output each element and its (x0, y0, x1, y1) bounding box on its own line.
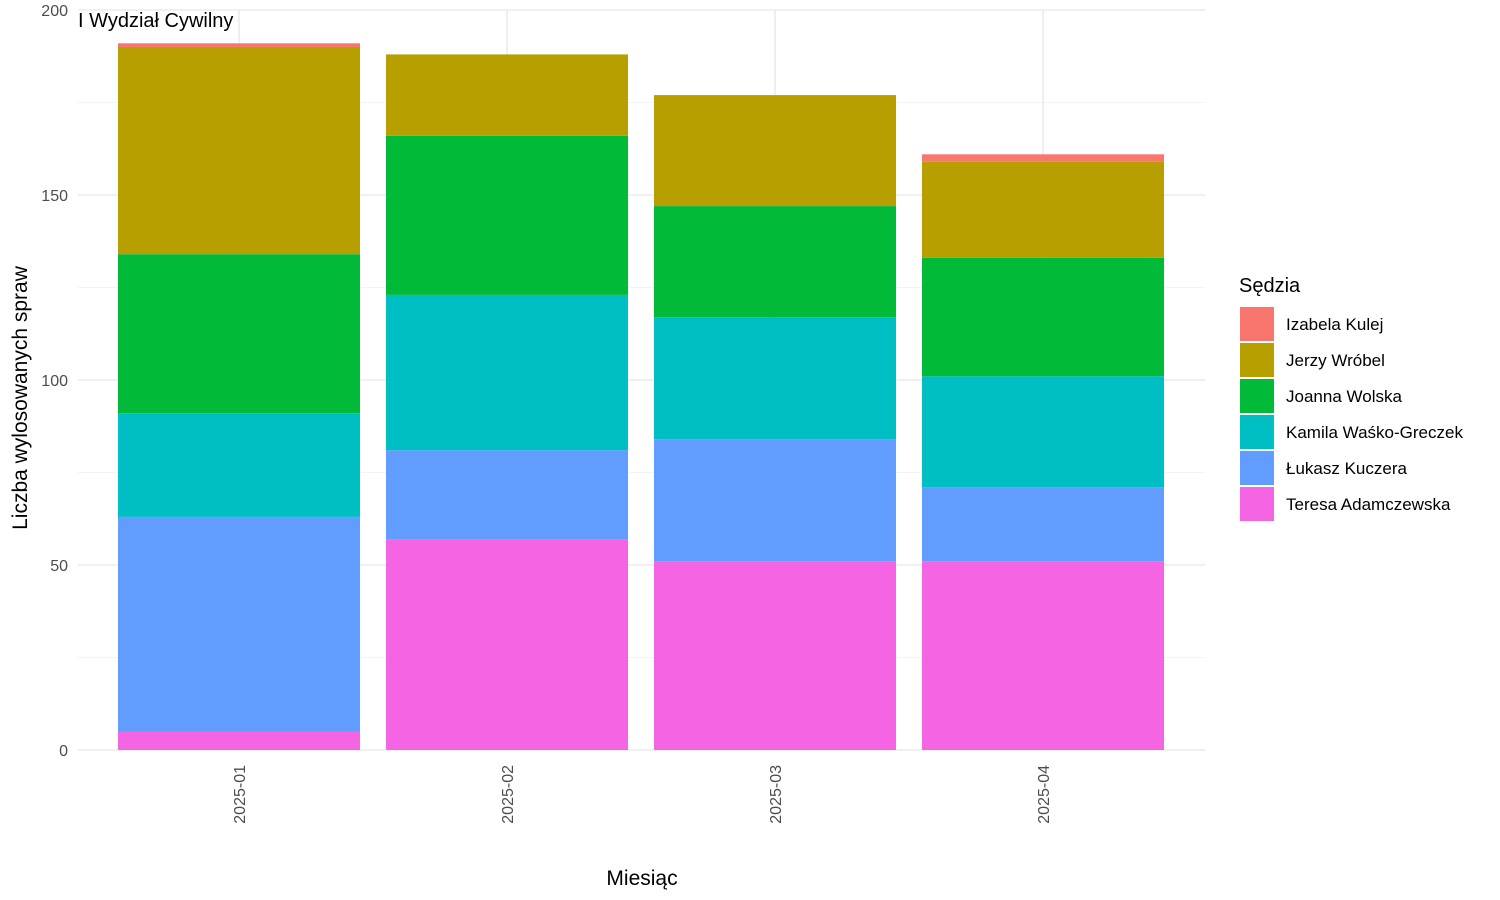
legend-label: Izabela Kulej (1286, 315, 1383, 334)
bar-segment (118, 47, 360, 255)
y-tick-label: 0 (59, 743, 68, 760)
bar-segment (654, 206, 896, 318)
legend-label: Jerzy Wróbel (1286, 351, 1385, 370)
bar-segment (386, 135, 628, 295)
x-tick-label: 2025-02 (500, 765, 517, 824)
legend-label: Teresa Adamczewska (1286, 495, 1451, 514)
y-tick-label: 100 (41, 373, 68, 390)
legend-swatch (1240, 487, 1274, 521)
legend-swatch (1240, 415, 1274, 449)
bar-segment (386, 539, 628, 750)
bar-segment (386, 54, 628, 136)
bar-segment (118, 413, 360, 517)
bar-segment (118, 43, 360, 47)
bar-segment (922, 561, 1164, 750)
bar-segment (118, 254, 360, 414)
y-tick-label: 200 (41, 3, 68, 20)
x-tick-label: 2025-04 (1036, 765, 1053, 824)
legend: Sędzia Izabela Kulej Jerzy Wróbel Joanna W… (1239, 275, 1463, 521)
x-axis-title: Miesiąc (606, 867, 677, 890)
bars (118, 43, 1164, 750)
x-tick-label: 2025-01 (232, 765, 249, 824)
legend-swatch (1240, 451, 1274, 485)
bar-segment (654, 317, 896, 440)
legend-swatch (1240, 379, 1274, 413)
x-axis-ticks: 2025-01 2025-02 2025-03 2025-04 (232, 765, 1053, 824)
legend-swatch (1240, 307, 1274, 341)
bar-segment (654, 439, 896, 562)
bar-segment (118, 731, 360, 750)
legend-label: Kamila Waśko-Greczek (1286, 423, 1463, 442)
legend-items: Izabela Kulej Jerzy Wróbel Joanna Wolska Ka… (1240, 307, 1463, 521)
bar-segment (922, 487, 1164, 562)
legend-label: Joanna Wolska (1286, 387, 1402, 406)
bar-segment (922, 257, 1164, 377)
legend-title: Sędzia (1239, 275, 1301, 297)
bar-segment (118, 516, 360, 732)
legend-swatch (1240, 343, 1274, 377)
bar-segment (654, 95, 896, 207)
y-axis-title: Liczba wylosowanych spraw (9, 265, 32, 530)
bar-segment (922, 154, 1164, 162)
bar-segment (922, 376, 1164, 488)
y-tick-label: 150 (41, 188, 68, 205)
bar-segment (922, 161, 1164, 258)
bar-segment (654, 561, 896, 750)
y-axis-ticks: 0 50 100 150 200 (41, 3, 68, 760)
y-tick-label: 50 (50, 558, 68, 575)
bar-segment (386, 294, 628, 451)
x-tick-label: 2025-03 (768, 765, 785, 824)
bar-segment (386, 450, 628, 540)
legend-label: Łukasz Kuczera (1286, 459, 1407, 478)
chart-title: I Wydział Cywilny (78, 10, 233, 32)
